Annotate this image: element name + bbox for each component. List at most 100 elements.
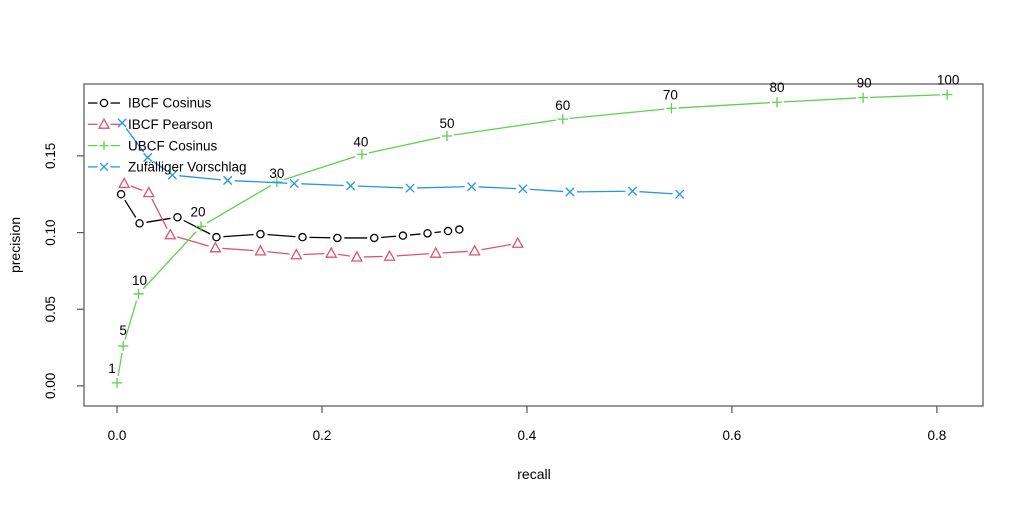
data-point-marker-triangle: [290, 248, 303, 260]
point-label: 1: [108, 361, 116, 376]
point-label: 100: [937, 73, 960, 88]
series-segment: [678, 102, 771, 109]
axes: 0.0 0.2 0.4 0.6 0.8 0.00 0.05 0.10 0.15 recall pre…: [7, 83, 984, 482]
legend-item-label: Zufälliger Vorschlag: [128, 160, 247, 175]
data-point-marker-plus: [99, 141, 109, 151]
data-point-marker-circle: [298, 232, 307, 242]
legend-item-label: IBCF Cosinus: [128, 96, 212, 111]
data-point-marker-plus: [133, 288, 144, 300]
data-point-marker-triangle: [511, 236, 524, 248]
data-point-marker-circle: [99, 98, 109, 108]
data-point-marker-x: [99, 162, 109, 172]
series-segment: [481, 243, 511, 251]
data-point-marker-circle: [333, 233, 342, 243]
data-point-marker-x: [467, 182, 477, 192]
series-segment: [416, 186, 465, 189]
data-point-marker-x: [565, 187, 575, 197]
point-label: 70: [663, 87, 678, 102]
data-point-marker-x: [143, 152, 153, 162]
plot-border: [83, 83, 984, 407]
data-point-marker-triangle: [209, 241, 222, 253]
legend-item-label: IBCF Pearson: [128, 117, 213, 132]
x-axis-title: recall: [517, 466, 550, 482]
data-point-marker-circle: [443, 226, 453, 236]
data-point-marker-plus: [941, 89, 953, 100]
series-segment: [442, 250, 468, 254]
series-segment: [142, 231, 197, 290]
series-segment: [409, 233, 421, 236]
data-point-marker-triangle: [254, 244, 267, 256]
data-point-marker-circle: [212, 232, 221, 242]
data-point-marker-x: [223, 175, 233, 185]
series-segment: [176, 236, 209, 247]
data-point-marker-circle: [173, 212, 182, 222]
data-point-marker-triangle: [429, 246, 442, 258]
data-point-marker-triangle: [97, 117, 111, 129]
y-tick-label: 0.10: [43, 219, 58, 245]
series-segment: [234, 180, 288, 184]
data-point-marker-plus: [195, 221, 207, 232]
point-label: 30: [269, 166, 284, 181]
series-segment: [569, 108, 665, 120]
series-segment: [381, 235, 397, 238]
series-segment: [396, 253, 429, 257]
legend-marker-plus-icon: [99, 141, 109, 151]
series-ubcf-cosinus: [111, 89, 953, 389]
data-point-marker-circle: [423, 229, 432, 238]
point-labels: 1 5 10 20 30 40 50 60 70 80 90 100: [108, 73, 959, 376]
series-segment: [783, 97, 857, 103]
point-label: 10: [132, 273, 147, 288]
data-point-marker-circle: [398, 231, 408, 240]
data-point-marker-triangle: [325, 246, 338, 258]
series-segment: [151, 198, 168, 229]
series-segment: [125, 128, 144, 153]
series-segment: [153, 161, 167, 172]
data-point-marker-plus: [441, 130, 453, 142]
series-segment: [283, 156, 356, 181]
plot-area: [111, 89, 953, 389]
data-point-marker-x: [167, 170, 177, 180]
series-segment: [368, 136, 441, 154]
series-segment: [303, 252, 325, 256]
data-point-marker-triangle: [164, 228, 177, 240]
data-point-marker-plus: [771, 96, 783, 108]
data-point-marker-triangle: [383, 249, 396, 261]
series-segment: [117, 352, 123, 377]
series-segment: [337, 253, 351, 257]
y-tick-label: 0.15: [43, 143, 58, 169]
legend-item-zufälliger-vorschlag: Zufälliger Vorschlag: [88, 160, 247, 175]
point-label: 90: [857, 76, 872, 91]
data-point-marker-triangle: [350, 250, 363, 262]
series-segment: [453, 119, 557, 136]
legend-item-ubcf-cosinus: UBCF Cosinus: [88, 138, 218, 153]
series-segment: [869, 94, 941, 99]
series-segment: [478, 186, 516, 190]
data-point-marker-circle: [135, 219, 144, 228]
x-tick-label: 0.0: [108, 428, 127, 443]
series-ibcf-cosinus: [116, 189, 464, 243]
data-point-marker-triangle: [468, 244, 481, 256]
point-label: 50: [439, 116, 454, 131]
series-segment: [434, 231, 442, 234]
x-tick-label: 0.2: [313, 428, 332, 443]
data-point-marker-plus: [857, 92, 869, 103]
series-segment: [223, 233, 254, 238]
x-tick-label: 0.6: [723, 428, 742, 443]
data-point-marker-circle: [116, 189, 126, 199]
legend-item-label: UBCF Cosinus: [128, 138, 218, 153]
data-point-marker-plus: [557, 113, 569, 125]
y-tick-label: 0.00: [43, 373, 58, 399]
series-ibcf-pearson: [118, 176, 524, 262]
legend-marker-x-icon: [99, 162, 109, 172]
data-point-marker-x: [346, 181, 356, 191]
legend-item-ibcf-cosinus: IBCF Cosinus: [88, 96, 212, 111]
data-point-marker-x: [675, 189, 685, 199]
series-segment: [639, 191, 673, 195]
point-label: 60: [555, 98, 570, 113]
data-point-marker-circle: [256, 229, 265, 239]
series-zufälliger-vorschlag: [117, 118, 685, 199]
data-point-marker-triangle: [142, 186, 155, 198]
legend-marker-circle-icon: [99, 98, 109, 108]
